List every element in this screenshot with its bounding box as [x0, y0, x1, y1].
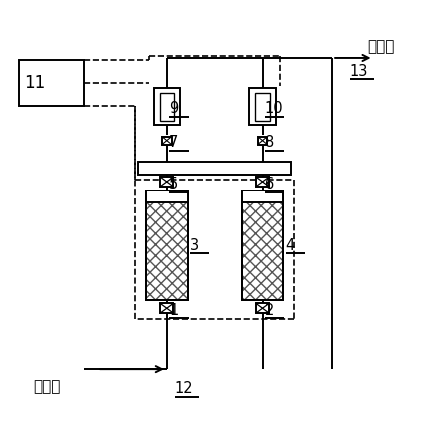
Text: 6: 6 [265, 177, 274, 192]
Bar [258, 137, 267, 145]
Text: 9: 9 [169, 101, 178, 116]
Bar [255, 92, 270, 121]
Bar [242, 191, 283, 300]
Bar [242, 191, 283, 300]
Bar [256, 177, 269, 187]
Text: 10: 10 [265, 101, 283, 116]
Text: 13: 13 [350, 64, 368, 78]
Bar [146, 191, 187, 201]
Bar [154, 88, 180, 125]
Bar [138, 162, 291, 176]
Text: 12: 12 [175, 381, 193, 396]
Text: 4: 4 [286, 237, 295, 253]
Bar [160, 304, 173, 313]
Text: 出水口: 出水口 [367, 39, 394, 55]
Bar [160, 177, 173, 187]
Bar [256, 304, 269, 313]
Text: 11: 11 [25, 74, 46, 92]
Bar [162, 137, 172, 145]
Bar [146, 191, 187, 300]
Bar [159, 92, 174, 121]
Text: 8: 8 [265, 135, 274, 150]
Bar [250, 88, 276, 125]
Bar [19, 60, 84, 106]
Bar [242, 191, 283, 300]
Bar [146, 191, 187, 300]
Bar [146, 191, 187, 300]
Bar [242, 191, 283, 201]
Text: 1: 1 [169, 303, 178, 318]
Text: 进水口: 进水口 [33, 379, 60, 394]
Text: 2: 2 [265, 303, 274, 318]
Text: 5: 5 [169, 177, 178, 192]
Text: 7: 7 [169, 135, 178, 150]
Text: 3: 3 [190, 237, 199, 253]
